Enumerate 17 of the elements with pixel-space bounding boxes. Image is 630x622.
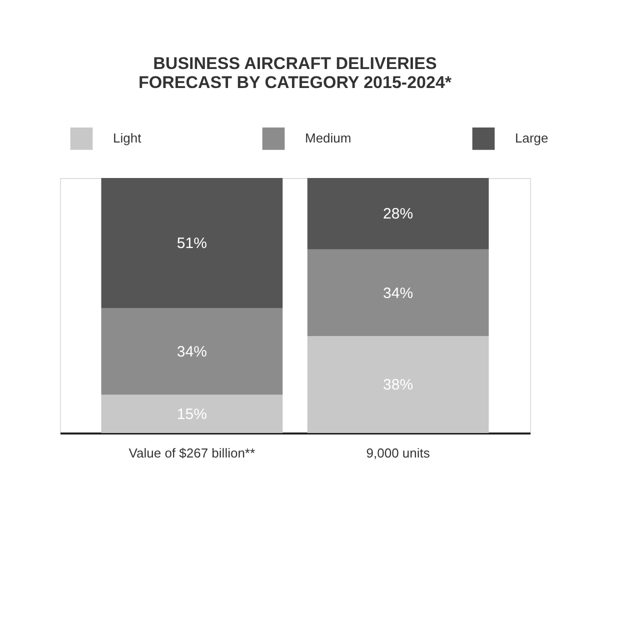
x-tick-label: Value of $267 billion** [128,446,256,460]
bar [101,394,283,433]
data-label: 51% [176,235,207,252]
legend-label: Light [113,130,142,146]
x-tick-label: 9,000 units [366,446,430,460]
text: FORECAST BY CATEGORY 2015-2024* [138,73,452,92]
bar [307,178,489,250]
bar [101,308,283,395]
bar [101,178,283,308]
bar [307,336,489,433]
bar [307,249,489,336]
legend-label: Large [515,130,548,146]
data-label: 34% [176,343,207,360]
data-label: 28% [383,206,414,223]
legend-label: Medium [305,130,352,146]
text: BUSINESS AIRCRAFT DELIVERIES [153,54,437,73]
data-label: 34% [383,284,414,302]
